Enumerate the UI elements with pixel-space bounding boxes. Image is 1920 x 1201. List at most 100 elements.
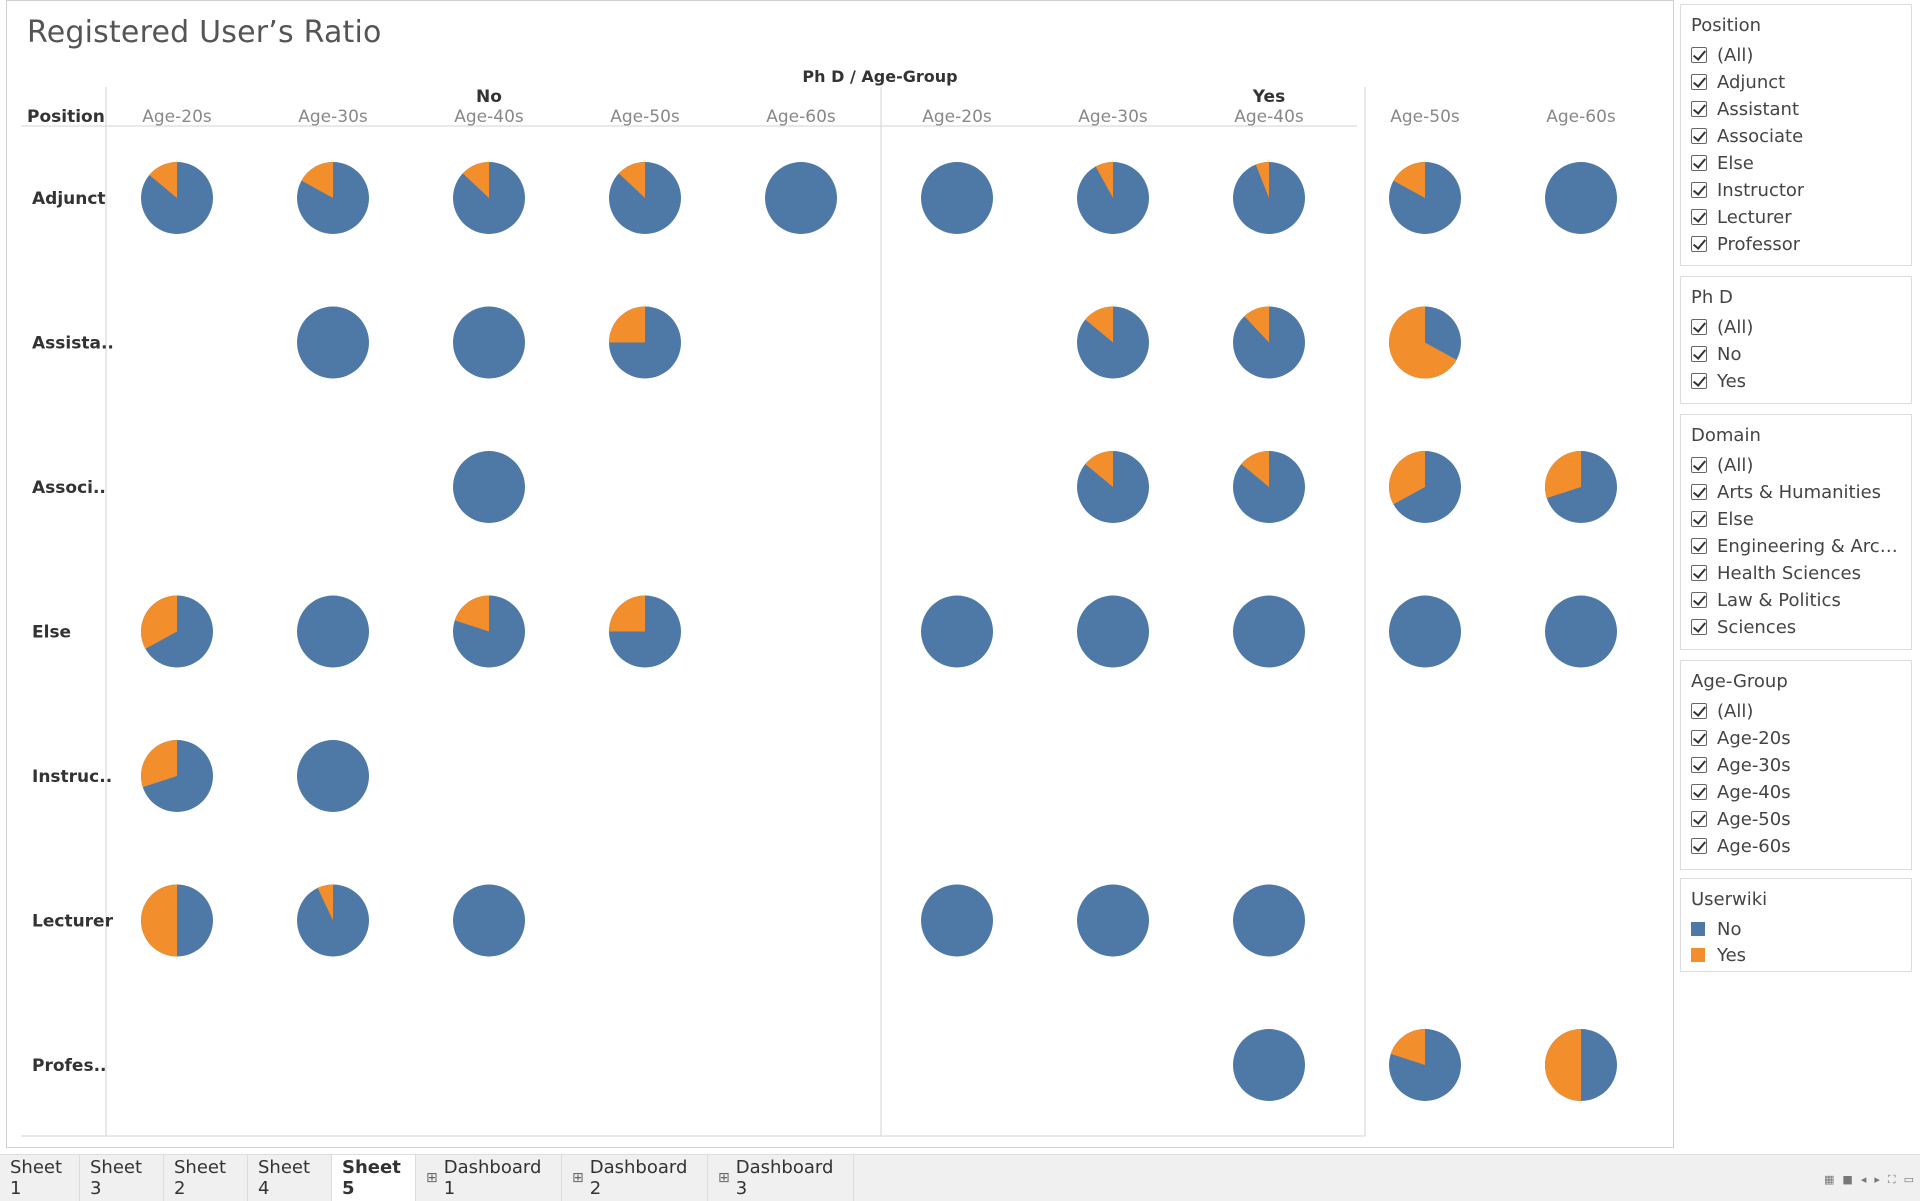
pie-slice-yes (1393, 162, 1425, 198)
checkbox-checked-icon[interactable] (1691, 757, 1707, 773)
phd-filter-title: Ph D (1691, 287, 1733, 308)
pie-slice-no (921, 595, 993, 668)
userwiki-legend-label: Yes (1717, 944, 1747, 966)
position-filter-option[interactable]: Assistant (1691, 97, 1799, 121)
legend-swatch-icon (1691, 948, 1705, 962)
age-group-filter-option[interactable]: (All) (1691, 699, 1753, 723)
checkbox-checked-icon[interactable] (1691, 182, 1707, 198)
position-row-label: Lecturer (32, 912, 114, 932)
userwiki-legend-title: Userwiki (1691, 889, 1768, 910)
column-field-header: Ph D / Age-Group (802, 67, 957, 86)
position-filter-option[interactable]: Professor (1691, 232, 1800, 256)
checkbox-checked-icon[interactable] (1691, 730, 1707, 746)
domain-filter-option-label: (All) (1717, 454, 1754, 476)
age-group-tick-label: Age-30s (1078, 107, 1148, 127)
filmstrip-icon[interactable]: ■ (1842, 1173, 1853, 1186)
userwiki-legend-item[interactable]: No (1691, 917, 1741, 941)
page-title: Registered User’s Ratio (27, 15, 382, 50)
checkbox-checked-icon[interactable] (1691, 811, 1707, 827)
pie-slice-yes (149, 162, 177, 198)
position-filter-option[interactable]: (All) (1691, 43, 1753, 67)
checkbox-checked-icon[interactable] (1691, 236, 1707, 252)
checkbox-checked-icon[interactable] (1691, 838, 1707, 854)
checkbox-checked-icon[interactable] (1691, 784, 1707, 800)
sheet-tab-label: Dashboard 2 (589, 1157, 688, 1199)
pie-slice-yes (140, 740, 177, 788)
worksheet-view: Registered User’s Ratio Ph D / Age-Group… (6, 0, 1674, 1148)
pie-slice-no (921, 884, 993, 957)
domain-filter-option[interactable]: Engineering & Archit... (1691, 534, 1907, 558)
presentation-icon[interactable]: ▭ (1903, 1173, 1914, 1186)
sheet-tab[interactable]: Sheet 1 (0, 1155, 80, 1201)
domain-filter-option[interactable]: Else (1691, 507, 1754, 531)
checkbox-checked-icon[interactable] (1691, 47, 1707, 63)
checkbox-checked-icon[interactable] (1691, 538, 1707, 554)
checkbox-checked-icon[interactable] (1691, 74, 1707, 90)
checkbox-checked-icon[interactable] (1691, 319, 1707, 335)
domain-filter-option[interactable]: (All) (1691, 453, 1753, 477)
sheet-tab[interactable]: ⊞ Dashboard 1 (416, 1155, 562, 1201)
checkbox-checked-icon[interactable] (1691, 101, 1707, 117)
age-group-filter-option[interactable]: Age-60s (1691, 834, 1791, 858)
age-group-filter-option[interactable]: Age-20s (1691, 726, 1791, 750)
phd-filter-option[interactable]: Yes (1691, 369, 1746, 393)
checkbox-checked-icon[interactable] (1691, 619, 1707, 635)
phd-filter-card: Ph D (All) No Yes (1680, 276, 1912, 404)
domain-filter-option[interactable]: Law & Politics (1691, 588, 1841, 612)
sheet-tab[interactable]: ⊞ Dashboard 2 (562, 1155, 708, 1201)
position-filter-option-label: Assistant (1717, 98, 1800, 120)
checkbox-checked-icon[interactable] (1691, 484, 1707, 500)
row-field-header: Position (27, 107, 105, 127)
age-group-filter-option-label: Age-40s (1717, 781, 1791, 803)
phd-group-label: Yes (1252, 87, 1285, 107)
sheet-tab[interactable]: Sheet 5 (332, 1155, 416, 1201)
sheet-tab[interactable]: ⊞ Dashboard 3 (708, 1155, 854, 1201)
checkbox-checked-icon[interactable] (1691, 128, 1707, 144)
sheet-tab-label: Sheet 2 (174, 1157, 227, 1199)
age-group-filter-option[interactable]: Age-40s (1691, 780, 1791, 804)
domain-filter-option[interactable]: Sciences (1691, 615, 1796, 639)
sheet-tab[interactable]: Sheet 2 (164, 1155, 248, 1201)
checkbox-checked-icon[interactable] (1691, 457, 1707, 473)
userwiki-legend-label: No (1717, 918, 1742, 940)
position-filter-option[interactable]: Instructor (1691, 178, 1804, 202)
checkbox-checked-icon[interactable] (1691, 511, 1707, 527)
phd-filter-option[interactable]: (All) (1691, 315, 1753, 339)
age-group-tick-label: Age-30s (298, 107, 368, 127)
sheet-tab[interactable]: Sheet 3 (80, 1155, 164, 1201)
userwiki-legend-item[interactable]: Yes (1691, 943, 1746, 967)
pie-slice-no (297, 740, 369, 812)
position-filter-option[interactable]: Else (1691, 151, 1754, 175)
checkbox-checked-icon[interactable] (1691, 155, 1707, 171)
pie-slice-no (1233, 595, 1305, 668)
age-group-filter-option-label: (All) (1717, 700, 1754, 722)
pie-slice-yes (1388, 306, 1457, 379)
dashboard-icon: ⊞ (718, 1170, 730, 1186)
age-group-filter-option[interactable]: Age-50s (1691, 807, 1791, 831)
age-group-filter-option[interactable]: Age-30s (1691, 753, 1791, 777)
checkbox-checked-icon[interactable] (1691, 565, 1707, 581)
pie-chart-grid: Ph D / Age-Group Position No Age-20s Age-30s… (21, 67, 1617, 1137)
checkbox-checked-icon[interactable] (1691, 703, 1707, 719)
fullscreen-icon[interactable]: ⛶ (1887, 1173, 1896, 1186)
phd-filter-option[interactable]: No (1691, 342, 1741, 366)
domain-filter-option-label: Arts & Humanities (1717, 481, 1882, 503)
checkbox-checked-icon[interactable] (1691, 209, 1707, 225)
position-filter-option[interactable]: Lecturer (1691, 205, 1792, 229)
position-filter-option[interactable]: Adjunct (1691, 70, 1785, 94)
domain-filter-option[interactable]: Health Sciences (1691, 561, 1861, 585)
pie-slice-yes (1255, 162, 1269, 198)
checkbox-checked-icon[interactable] (1691, 346, 1707, 362)
userwiki-legend-card: Userwiki No Yes (1680, 878, 1912, 972)
pie-slice-no (1545, 595, 1617, 668)
domain-filter-option[interactable]: Arts & Humanities (1691, 480, 1881, 504)
grid-view-icon[interactable]: ▦ (1824, 1173, 1835, 1186)
pie-slice-no (1233, 884, 1305, 957)
checkbox-checked-icon[interactable] (1691, 592, 1707, 608)
position-filter-option[interactable]: Associate (1691, 124, 1803, 148)
prev-sheet-icon[interactable]: ◂ (1860, 1173, 1867, 1186)
checkbox-checked-icon[interactable] (1691, 373, 1707, 389)
domain-filter-option-label: Law & Politics (1717, 589, 1841, 611)
sheet-tab[interactable]: Sheet 4 (248, 1155, 332, 1201)
next-sheet-icon[interactable]: ▸ (1874, 1173, 1880, 1186)
